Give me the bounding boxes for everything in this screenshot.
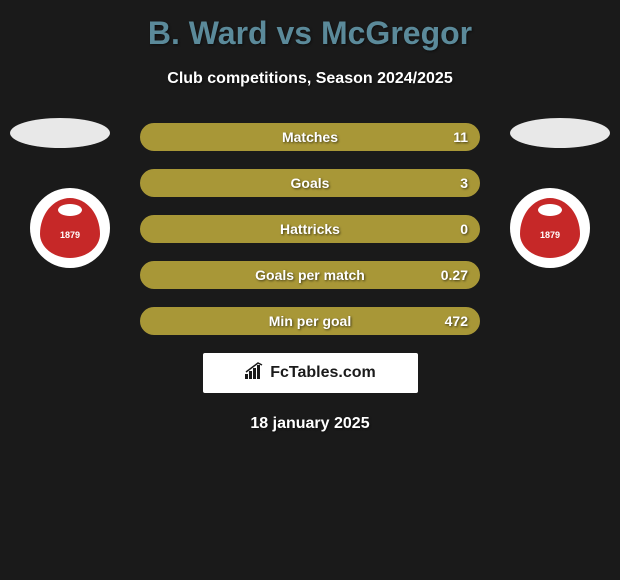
- crest-year: 1879: [60, 230, 80, 240]
- stat-bar: Goals 3: [140, 169, 480, 197]
- date-label: 18 january 2025: [0, 415, 620, 433]
- stat-value: 472: [445, 313, 468, 329]
- stat-bar: Goals per match 0.27: [140, 261, 480, 289]
- stat-bar: Hattricks 0: [140, 215, 480, 243]
- crest-shield-icon: 1879: [520, 198, 580, 258]
- stat-bar: Min per goal 472: [140, 307, 480, 335]
- stat-value: 0: [460, 221, 468, 237]
- subtitle: Club competitions, Season 2024/2025: [0, 70, 620, 88]
- stat-value: 0.27: [441, 267, 468, 283]
- page-title: B. Ward vs McGregor: [0, 0, 620, 52]
- site-logo: FcTables.com: [203, 353, 418, 393]
- stat-label: Min per goal: [269, 313, 351, 329]
- stat-label: Hattricks: [280, 221, 340, 237]
- player-avatar-left: [10, 118, 110, 148]
- crest-shield-icon: 1879: [40, 198, 100, 258]
- crest-year: 1879: [540, 230, 560, 240]
- stat-label: Goals per match: [255, 267, 365, 283]
- stats-bars: Matches 11 Goals 3 Hattricks 0 Goals per…: [140, 123, 480, 335]
- player-avatar-right: [510, 118, 610, 148]
- stat-value: 11: [453, 129, 468, 145]
- chart-icon: [244, 362, 266, 385]
- club-crest-left: 1879: [30, 188, 110, 268]
- club-crest-right: 1879: [510, 188, 590, 268]
- stat-label: Goals: [291, 175, 330, 191]
- stat-bar: Matches 11: [140, 123, 480, 151]
- stat-value: 3: [460, 175, 468, 191]
- comparison-content: 1879 1879 Matches 11 Goals 3 Hattricks 0…: [0, 123, 620, 433]
- logo-text: FcTables.com: [270, 364, 376, 382]
- stat-label: Matches: [282, 129, 338, 145]
